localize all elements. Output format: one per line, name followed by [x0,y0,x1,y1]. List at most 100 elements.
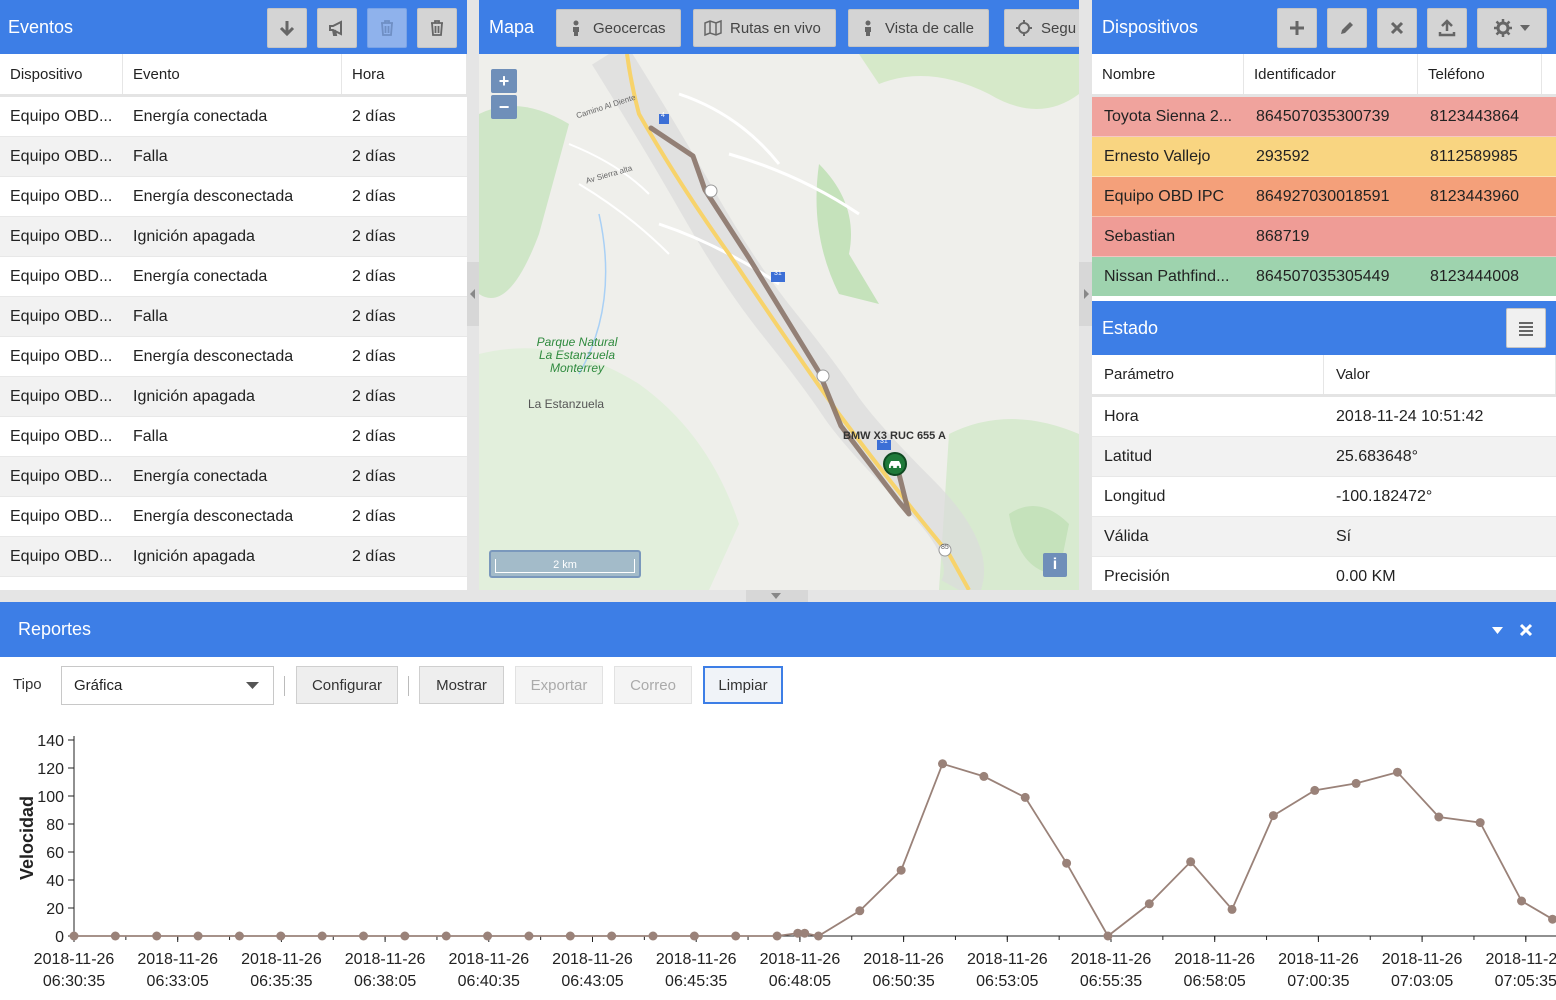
x-tick-label-date: 2018-11-26 [448,951,529,968]
show-button[interactable]: Mostrar [419,666,504,704]
x-tick-label-date: 2018-11-26 [241,951,322,968]
data-point [359,931,369,941]
edit-device-button[interactable] [1327,8,1367,48]
status-value-cell: 2018-11-24 10:51:42 [1336,407,1484,425]
device-row[interactable]: Ernesto Vallejo 293592 8112589985 [1092,137,1556,177]
event-device-cell: Equipo OBD... [10,267,113,285]
data-point [152,931,162,941]
event-row[interactable]: Equipo OBD... Energía conectada 2 días [0,457,467,497]
data-point [400,931,410,941]
x-tick-label-time: 06:48:05 [769,973,831,990]
y-tick-label: 60 [46,845,64,862]
y-tick-label: 120 [37,761,64,778]
add-device-button[interactable] [1277,8,1317,48]
column-header[interactable]: Parámetro [1092,355,1324,394]
geofences-button[interactable]: Geocercas [556,9,681,47]
email-button[interactable]: Correo [614,666,692,704]
settings-menu-button[interactable] [1477,8,1547,48]
column-header[interactable]: Identificador [1244,54,1418,94]
event-device-cell: Equipo OBD... [10,387,113,405]
x-tick-label-time: 06:53:05 [976,973,1038,990]
column-header[interactable]: Valor [1324,355,1556,394]
data-point [731,931,741,941]
delete-all-button[interactable] [417,8,457,48]
plus-icon [1290,21,1304,35]
highway-shield-label: 31 [774,270,782,277]
y-tick-label: 140 [37,733,64,750]
chevron-down-icon [246,682,259,689]
event-time-cell: 2 días [352,107,396,125]
car-icon [889,461,901,469]
report-type-select[interactable]: Gráfica [61,666,274,705]
map-title: Mapa [489,16,535,37]
map-panel: Mapa Geocercas Rutas en vivo Vista de ca… [479,0,1079,590]
device-id-cell: 293592 [1256,147,1310,165]
status-param-cell: Longitud [1104,487,1166,505]
zoom-out-button[interactable]: − [491,95,517,119]
series-line [74,762,1554,938]
device-row[interactable]: Equipo OBD IPC 864927030018591 8123443960 [1092,177,1556,217]
clear-button[interactable]: Limpiar [703,666,783,704]
export-button[interactable]: Exportar [515,666,603,704]
scroll-down-button[interactable] [267,8,307,48]
right-splitter[interactable] [1079,0,1092,590]
column-header[interactable]: Nombre [1092,54,1244,94]
live-routes-button[interactable]: Rutas en vivo [693,9,836,47]
event-row[interactable]: Equipo OBD... Ignición apagada 2 días [0,377,467,417]
y-tick-label: 80 [46,817,64,834]
close-icon[interactable] [1519,623,1533,637]
column-header[interactable]: Hora [342,54,467,94]
configure-button[interactable]: Configurar [296,666,398,704]
column-header[interactable]: Evento [123,54,342,94]
event-type-cell: Ignición apagada [133,227,255,245]
gear-icon [1494,19,1512,37]
event-row[interactable]: Equipo OBD... Falla 2 días [0,297,467,337]
status-header: Estado [1092,301,1556,355]
data-point [1020,792,1030,802]
attribution-info-button[interactable]: i [1043,553,1067,577]
delete-selected-button[interactable] [367,8,407,48]
zoom-in-button[interactable]: + [491,69,517,93]
event-row[interactable]: Equipo OBD... Falla 2 días [0,137,467,177]
collapse-icon[interactable] [1491,626,1504,635]
event-row[interactable]: Equipo OBD... Falla 2 días [0,417,467,457]
notifications-button[interactable] [317,8,357,48]
bottom-splitter[interactable] [0,590,1556,602]
device-row[interactable]: Toyota Sienna 2... 864507035300739 8123443… [1092,97,1556,137]
event-row[interactable]: Equipo OBD... Energía conectada 2 días [0,97,467,137]
vehicle-marker[interactable] [883,452,907,476]
list-icon [1519,322,1533,336]
column-header[interactable]: Dispositivo [0,54,123,94]
device-row[interactable]: Sebastian 868719 [1092,217,1556,257]
event-time-cell: 2 días [352,507,396,525]
status-value-cell: Sí [1336,527,1352,545]
follow-button[interactable]: Segu [1004,9,1079,47]
column-header[interactable]: Teléfono [1418,54,1542,94]
highway-shield-label: 4 [661,112,665,119]
left-splitter[interactable] [467,0,479,590]
remove-device-button[interactable] [1377,8,1417,48]
data-point [800,928,810,938]
status-row: Válida Sí [1092,517,1556,557]
event-row[interactable]: Equipo OBD... Energía desconectada 2 días [0,177,467,217]
x-tick-label-time: 06:33:05 [147,973,209,990]
data-point [441,931,451,941]
upload-button[interactable] [1427,8,1467,48]
event-row[interactable]: Equipo OBD... Ignición apagada 2 días [0,217,467,257]
event-type-cell: Falla [133,427,168,445]
map-canvas[interactable]: + − Camino Al Diente Av Sierra alta Parq… [479,54,1079,590]
live-routes-label: Rutas en vivo [730,19,821,37]
event-row[interactable]: Equipo OBD... Energía desconectada 2 días [0,497,467,537]
event-row[interactable]: Equipo OBD... Energía desconectada 2 días [0,337,467,377]
data-point [1062,858,1072,868]
device-id-cell: 864507035305449 [1256,267,1390,285]
event-row[interactable]: Equipo OBD... Energía conectada 2 días [0,257,467,297]
data-point [793,928,803,938]
street-view-button[interactable]: Vista de calle [848,9,989,47]
event-row[interactable]: Equipo OBD... Ignición apagada 2 días [0,537,467,577]
tipo-label: Tipo [13,676,42,693]
status-options-button[interactable] [1506,308,1546,348]
event-time-cell: 2 días [352,187,396,205]
device-row[interactable]: Nissan Pathfind... 864507035305449 8123444… [1092,257,1556,296]
crosshair-icon [1016,20,1032,36]
